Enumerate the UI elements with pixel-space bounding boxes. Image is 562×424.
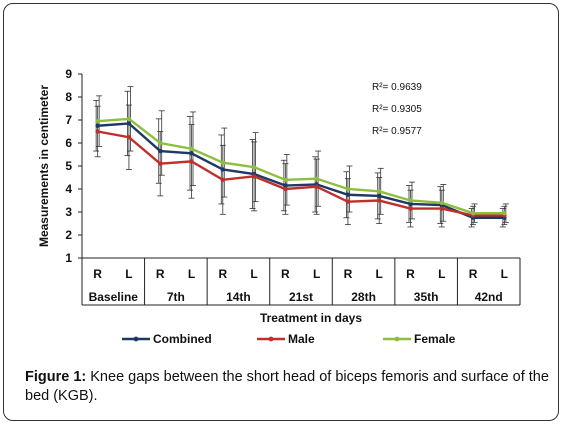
data-point-combined xyxy=(408,201,413,207)
x-tick-label-side: R xyxy=(406,267,415,281)
data-point-male xyxy=(283,186,288,192)
r-squared-label: R²= 0.9305 xyxy=(372,104,422,115)
x-group-label: 42nd xyxy=(475,290,503,304)
r-squared-label: R²= 0.9577 xyxy=(372,126,422,137)
data-point-male xyxy=(345,199,351,204)
data-point-female xyxy=(345,186,351,192)
x-tick-label-side: R xyxy=(218,267,227,281)
legend-marker-male xyxy=(268,336,274,342)
caption-label: Figure 1: xyxy=(25,369,87,385)
r-squared-label: R²= 0.9639 xyxy=(372,82,422,93)
x-group-label: Baseline xyxy=(89,290,139,304)
x-group-label: 7th xyxy=(167,290,185,304)
data-point-male xyxy=(439,206,444,211)
data-point-female xyxy=(502,210,507,216)
data-point-combined xyxy=(220,167,225,172)
caption-text: Knee gaps between the short head of bice… xyxy=(25,369,549,404)
y-tick-label: 1 xyxy=(65,251,72,265)
x-tick-label-side: L xyxy=(125,267,132,281)
x-tick-label-side: L xyxy=(438,267,445,281)
y-tick-label: 5 xyxy=(65,159,72,173)
data-point-female xyxy=(251,164,257,170)
data-point-female xyxy=(408,198,413,203)
x-tick-label-side: R xyxy=(156,267,165,281)
legend-label-female: Female xyxy=(414,332,456,346)
data-point-male xyxy=(126,135,132,140)
data-point-combined xyxy=(95,123,100,128)
data-point-male xyxy=(377,198,382,203)
data-point-female xyxy=(439,200,444,205)
data-point-male xyxy=(314,184,319,189)
x-tick-label-side: R xyxy=(469,267,478,281)
data-point-female xyxy=(377,189,382,194)
legend-marker-female xyxy=(394,336,400,342)
x-group-label: 14th xyxy=(226,290,251,304)
data-point-female xyxy=(189,146,194,151)
data-point-combined xyxy=(345,192,351,197)
x-group-label: 28th xyxy=(351,290,376,304)
legend-label-male: Male xyxy=(288,332,315,346)
data-point-male xyxy=(95,129,100,134)
data-point-combined xyxy=(283,183,288,188)
data-point-female xyxy=(158,140,163,146)
data-point-combined xyxy=(189,151,194,156)
x-tick-label-side: L xyxy=(313,267,320,281)
y-tick-label: 6 xyxy=(65,136,72,150)
y-tick-label: 2 xyxy=(65,228,72,242)
data-point-female xyxy=(220,160,225,165)
data-point-male xyxy=(251,174,257,179)
data-point-female xyxy=(470,210,476,216)
series-line-combined xyxy=(97,122,505,219)
data-point-female xyxy=(283,177,288,182)
x-group-label: 21st xyxy=(289,290,313,304)
series-line-male xyxy=(97,130,505,217)
x-tick-label-side: R xyxy=(93,267,102,281)
x-group-label: 35th xyxy=(414,290,439,304)
series-line-female xyxy=(97,117,505,215)
y-tick-label: 7 xyxy=(65,113,72,127)
x-tick-label-side: L xyxy=(501,267,508,281)
x-tick-label-side: R xyxy=(281,267,290,281)
data-point-male xyxy=(189,159,194,164)
y-tick-label: 9 xyxy=(65,67,72,81)
y-tick-label: 8 xyxy=(65,90,72,104)
data-point-female xyxy=(126,116,132,122)
data-point-male xyxy=(158,161,163,166)
y-tick-label: 3 xyxy=(65,205,72,219)
legend-marker-combined xyxy=(133,336,139,342)
x-tick-label-side: L xyxy=(188,267,195,281)
data-point-combined xyxy=(158,148,163,154)
data-point-combined xyxy=(126,121,132,126)
x-axis-title: Treatment in days xyxy=(260,311,362,325)
x-tick-label-side: L xyxy=(250,267,257,281)
data-point-male xyxy=(408,206,413,211)
y-axis-title: Measurements in centimeter xyxy=(37,85,51,247)
data-point-female xyxy=(314,176,319,181)
figure-caption: Figure 1: Knee gaps between the short he… xyxy=(25,368,550,406)
data-point-male xyxy=(220,177,225,182)
x-tick-label-side: L xyxy=(376,267,383,281)
x-tick-label-side: R xyxy=(344,267,353,281)
data-point-combined xyxy=(377,193,382,199)
data-point-female xyxy=(95,118,100,124)
y-tick-label: 4 xyxy=(65,182,72,196)
legend-label-combined: Combined xyxy=(153,332,212,346)
